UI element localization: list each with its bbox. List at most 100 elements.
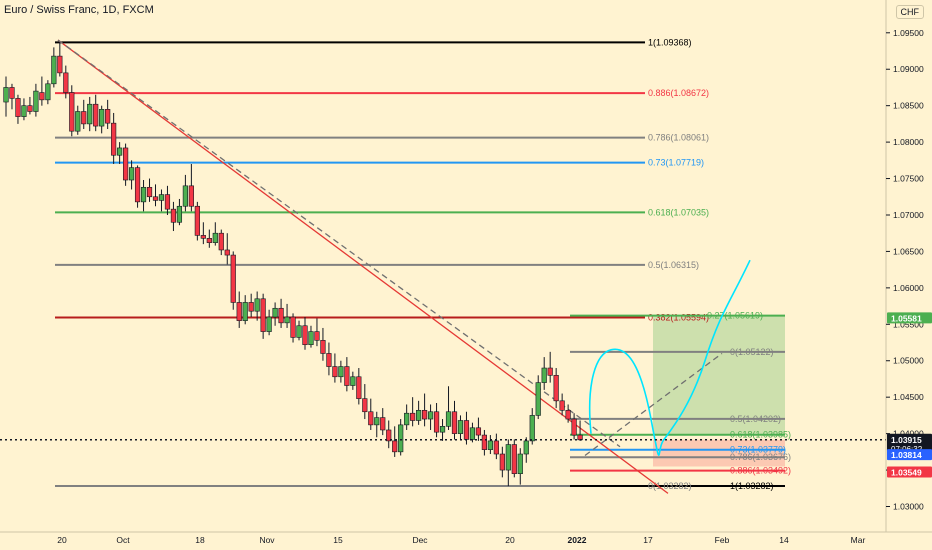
price-badge-label: 1.05581 [891, 313, 922, 323]
y-tick-label: 1.07500 [893, 174, 924, 184]
fib-level-label: 0(1.05122) [730, 347, 774, 357]
candle-body [344, 366, 350, 386]
candle-body [123, 147, 129, 181]
y-tick-label: 1.06000 [893, 283, 924, 293]
candle-body [284, 316, 290, 324]
price-badge [887, 449, 932, 461]
candle-body [75, 111, 81, 132]
candle-body [93, 103, 99, 127]
y-tick-label: 1.05000 [893, 356, 924, 366]
candle-body [87, 103, 93, 125]
candle-body [200, 235, 206, 239]
x-tick-label: 20 [505, 535, 515, 545]
fib-level-label: 0.886(1.08672) [648, 88, 709, 98]
candle-body [421, 409, 428, 420]
y-tick-label: 1.08500 [893, 101, 924, 111]
fib-level-label: 0.382(1.05594) [648, 312, 709, 322]
target-zone [653, 315, 785, 435]
x-tick-label: 2022 [568, 535, 587, 545]
price-badge-label: 1.03814 [891, 450, 922, 460]
candle-body [326, 353, 332, 367]
candle-body [320, 340, 326, 354]
chart-title: Euro / Swiss Franc, 1D, FXCM [4, 4, 154, 16]
stop-zone [653, 439, 785, 467]
y-tick-label: 1.05500 [893, 319, 924, 329]
fib-level-label: 0.618(1.03985) [730, 430, 791, 440]
candle-body [27, 105, 33, 112]
candle-body [445, 411, 452, 427]
candle-body [146, 186, 153, 198]
x-tick-label: Oct [116, 535, 130, 545]
currency-selector[interactable]: CHF [895, 5, 924, 19]
candle-body [356, 376, 362, 399]
price-badge [887, 466, 932, 478]
x-tick-label: 14 [779, 535, 789, 545]
price-badge [887, 433, 932, 454]
candle-body [117, 147, 123, 156]
candle-body [290, 316, 296, 338]
fib-level-label: 0.886(1.03492) [730, 466, 791, 476]
candle-body [541, 367, 547, 383]
candle-body [559, 400, 565, 411]
candle-body [499, 453, 505, 471]
candle-body [308, 331, 314, 346]
candle-body [39, 92, 45, 101]
fib-level-label: 0.786(1.03676) [730, 452, 791, 462]
candle-body [230, 254, 236, 303]
candle-body [296, 325, 302, 338]
candle-body [374, 417, 380, 426]
candle-body [81, 111, 87, 125]
fib-level-label: -0.27(1.05619) [704, 311, 763, 321]
candle-body [457, 420, 464, 434]
y-tick-label: 1.08000 [893, 137, 924, 147]
y-tick-label: 1.06500 [893, 246, 924, 256]
candle-body [553, 375, 559, 402]
candle-body [140, 186, 147, 203]
candle-body [128, 167, 135, 181]
candle-body [571, 418, 577, 436]
candle-body [260, 298, 266, 332]
candle-body [206, 238, 212, 243]
candle-body [427, 411, 434, 420]
candle-body [338, 366, 344, 378]
price-badge-label: 1.03549 [891, 467, 922, 477]
candle-body [164, 194, 171, 210]
candle-body [170, 208, 177, 223]
candle-body [451, 411, 458, 434]
x-tick-label: Nov [259, 535, 275, 545]
candle-body [111, 122, 117, 156]
y-tick-label: 1.09500 [893, 28, 924, 38]
y-tick-label: 1.09000 [893, 64, 924, 74]
fib-level-label: 0.786(1.08061) [648, 133, 709, 143]
candle-body [523, 440, 529, 455]
fib-level-label: 0.73(1.03779) [730, 445, 786, 455]
candle-body [105, 109, 111, 124]
candle-body [9, 87, 15, 99]
candle-body [254, 298, 260, 312]
y-tick-label: 1.04000 [893, 429, 924, 439]
fib-level-label: 0.5(1.04202) [730, 414, 781, 424]
candle-body [99, 109, 105, 127]
candle-body [505, 444, 511, 471]
fib-level-label: 1(1.09368) [648, 37, 692, 47]
candle-body [15, 98, 21, 117]
candle-body [398, 424, 404, 453]
dashed-forecast-line[interactable] [584, 352, 723, 457]
x-tick-label: 15 [333, 535, 343, 545]
candle-body [188, 185, 194, 207]
candle-body [51, 55, 57, 85]
candle-body [410, 412, 416, 421]
candle-body [511, 444, 517, 474]
candle-body [493, 440, 499, 455]
candle-body [3, 87, 9, 103]
price-badge [887, 312, 932, 324]
x-tick-label: 18 [195, 535, 205, 545]
candle-body [386, 429, 392, 442]
forecast-path[interactable] [588, 259, 751, 456]
candle-body [481, 434, 488, 450]
dashed-trend-line[interactable] [57, 39, 621, 448]
candle-body [63, 72, 69, 93]
candle-body [332, 366, 338, 378]
